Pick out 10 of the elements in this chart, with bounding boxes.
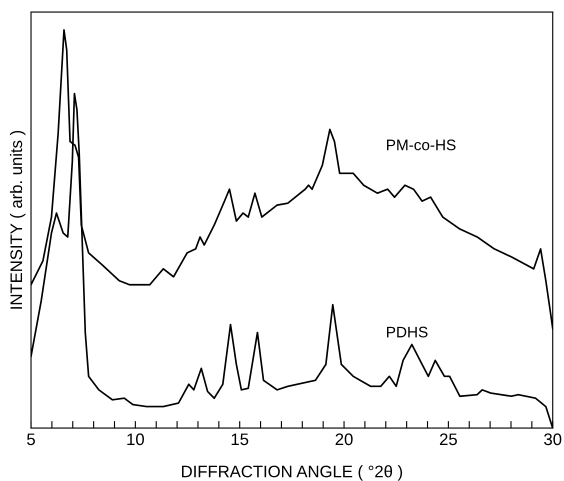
x-tick-label: 30 — [544, 433, 562, 446]
x-tick-label: 5 — [27, 434, 35, 446]
series-label: PDHS — [387, 326, 428, 338]
x-tick-label: 10 — [127, 433, 144, 446]
y-axis-title: INTENSITY ( arb. units ) — [10, 130, 26, 309]
x-tick-label: 20 — [336, 433, 353, 446]
text: PM-co-HS — [387, 140, 456, 150]
x-tick-label: 25 — [440, 433, 457, 446]
x-axis-title: DIFFRACTION ANGLE ( °2θ ) — [182, 465, 402, 481]
x-tick-label: 15 — [232, 434, 248, 446]
